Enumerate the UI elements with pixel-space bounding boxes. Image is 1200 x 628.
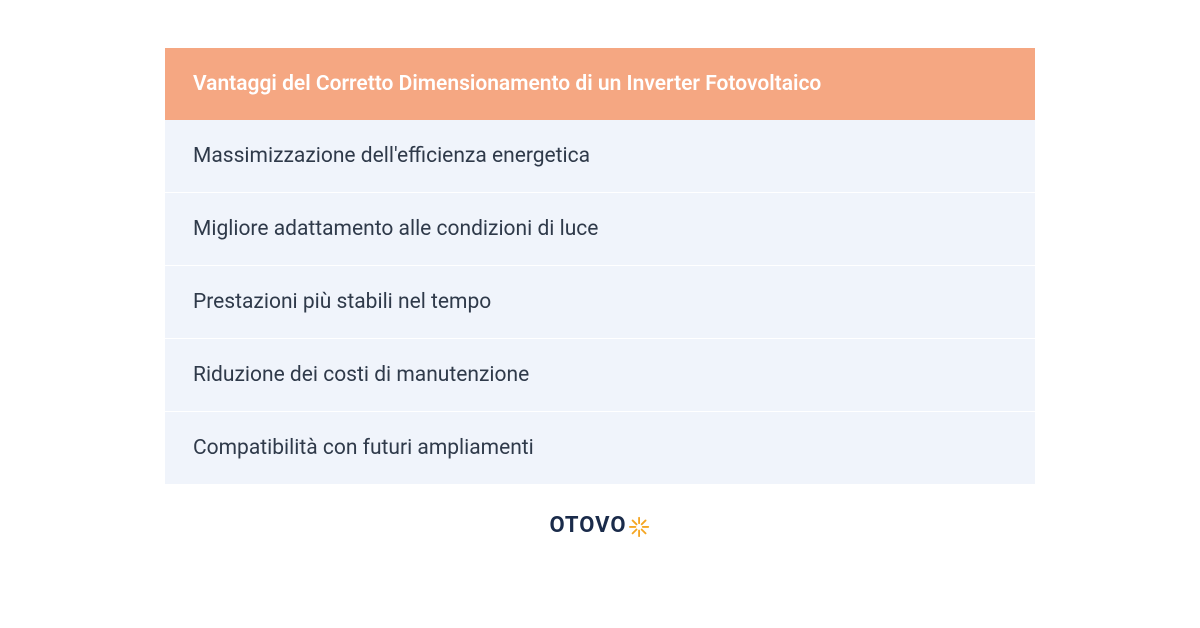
table-row: Migliore adattamento alle condizioni di … [165, 193, 1035, 266]
table-header: Vantaggi del Corretto Dimensionamento di… [165, 48, 1035, 120]
logo-text: OTOVO [549, 513, 626, 538]
sun-icon [629, 515, 651, 537]
table-row: Compatibilità con futuri ampliamenti [165, 412, 1035, 485]
table-row: Riduzione dei costi di manutenzione [165, 339, 1035, 412]
brand-logo: OTOVO [549, 513, 650, 538]
table-row: Massimizzazione dell'efficienza energeti… [165, 120, 1035, 193]
advantages-table: Vantaggi del Corretto Dimensionamento di… [165, 48, 1035, 485]
table-row: Prestazioni più stabili nel tempo [165, 266, 1035, 339]
